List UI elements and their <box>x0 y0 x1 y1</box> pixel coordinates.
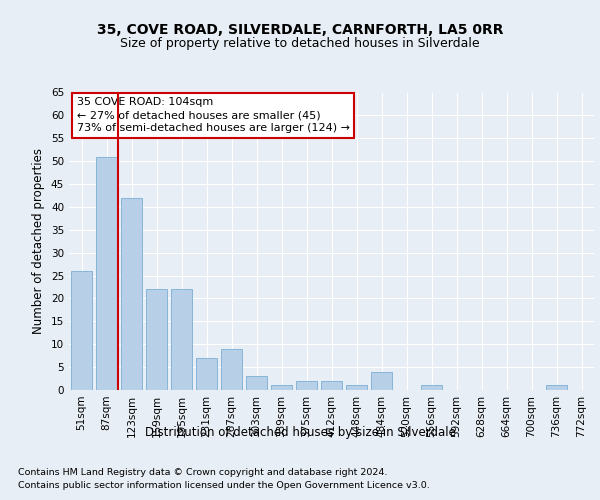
Text: Size of property relative to detached houses in Silverdale: Size of property relative to detached ho… <box>120 38 480 51</box>
Bar <box>71 271 92 390</box>
Bar <box>346 386 367 390</box>
Bar <box>246 376 267 390</box>
Text: Contains public sector information licensed under the Open Government Licence v3: Contains public sector information licen… <box>18 480 430 490</box>
Text: 35, COVE ROAD, SILVERDALE, CARNFORTH, LA5 0RR: 35, COVE ROAD, SILVERDALE, CARNFORTH, LA… <box>97 22 503 36</box>
Bar <box>321 381 342 390</box>
Y-axis label: Number of detached properties: Number of detached properties <box>32 148 46 334</box>
Text: Distribution of detached houses by size in Silverdale: Distribution of detached houses by size … <box>145 426 455 439</box>
Bar <box>421 386 442 390</box>
Bar <box>96 156 117 390</box>
Bar <box>171 290 192 390</box>
Text: Contains HM Land Registry data © Crown copyright and database right 2024.: Contains HM Land Registry data © Crown c… <box>18 468 388 477</box>
Bar <box>121 198 142 390</box>
Text: 35 COVE ROAD: 104sqm
← 27% of detached houses are smaller (45)
73% of semi-detac: 35 COVE ROAD: 104sqm ← 27% of detached h… <box>77 97 350 134</box>
Bar <box>146 290 167 390</box>
Bar <box>546 386 567 390</box>
Bar <box>221 349 242 390</box>
Bar <box>196 358 217 390</box>
Bar <box>271 386 292 390</box>
Bar <box>371 372 392 390</box>
Bar <box>296 381 317 390</box>
